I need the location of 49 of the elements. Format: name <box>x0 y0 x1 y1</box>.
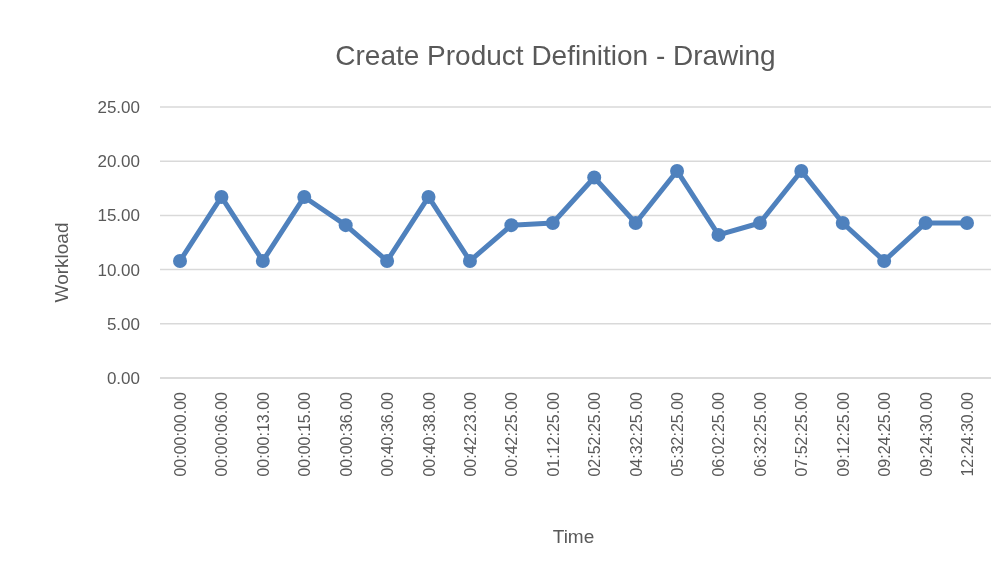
x-tick-label: 07:52:25.00 <box>793 391 811 477</box>
point <box>670 163 685 178</box>
x-tick-label: 02:52:25.00 <box>586 391 604 477</box>
point <box>255 253 270 268</box>
x-tick-label: 00:00:15.00 <box>296 391 314 477</box>
point <box>794 163 809 178</box>
y-axis-title: Workload <box>51 222 72 303</box>
point <box>835 215 850 230</box>
point <box>338 218 353 233</box>
y-tick-label: 20.00 <box>97 152 140 172</box>
x-tick-label: 06:02:25.00 <box>710 391 728 477</box>
x-tick-label: 00:00:06.00 <box>213 391 231 477</box>
x-tick-label: 01:12:25.00 <box>544 391 562 477</box>
point <box>421 189 436 204</box>
point <box>752 215 767 230</box>
x-tick-label: 05:32:25.00 <box>669 391 687 477</box>
point <box>628 215 643 230</box>
y-tick-label: 25.00 <box>97 97 140 117</box>
y-tick-label: 15.00 <box>97 206 140 226</box>
x-tick-label: 00:42:23.00 <box>461 391 479 477</box>
x-tick-label: 12:24:30.00 <box>959 391 976 477</box>
point <box>545 215 560 230</box>
x-axis-title: Time <box>552 526 595 547</box>
x-tick-label: 06:32:25.00 <box>751 391 769 477</box>
y-tick-label: 0.00 <box>106 368 140 388</box>
y-tick-label: 10.00 <box>97 260 140 280</box>
x-tick-label: 09:12:25.00 <box>834 391 852 477</box>
point <box>877 253 892 268</box>
x-tick-label: 00:00:36.00 <box>337 391 355 477</box>
chart-title: Create Product Definition - Drawing <box>335 40 776 71</box>
x-tick-label: 00:42:25.00 <box>503 391 521 477</box>
y-tick-label: 5.00 <box>106 314 140 334</box>
x-tick-label: 00:40:36.00 <box>379 391 397 477</box>
point <box>462 253 477 268</box>
x-tick-label: 04:32:25.00 <box>627 391 645 477</box>
point <box>504 218 519 233</box>
x-tick-label: 00:00:00.00 <box>172 391 189 477</box>
point <box>214 189 229 204</box>
x-tick-label: 09:24:25.00 <box>876 391 894 477</box>
x-tick-label: 09:24:30.00 <box>917 391 935 477</box>
point <box>711 227 726 242</box>
point <box>173 253 187 268</box>
point <box>380 253 395 268</box>
point <box>918 215 933 230</box>
point <box>587 170 602 185</box>
x-tick-label: 00:40:38.00 <box>420 391 438 477</box>
point <box>960 215 974 230</box>
point <box>297 189 312 204</box>
x-tick-label: 00:00:13.00 <box>254 391 272 477</box>
